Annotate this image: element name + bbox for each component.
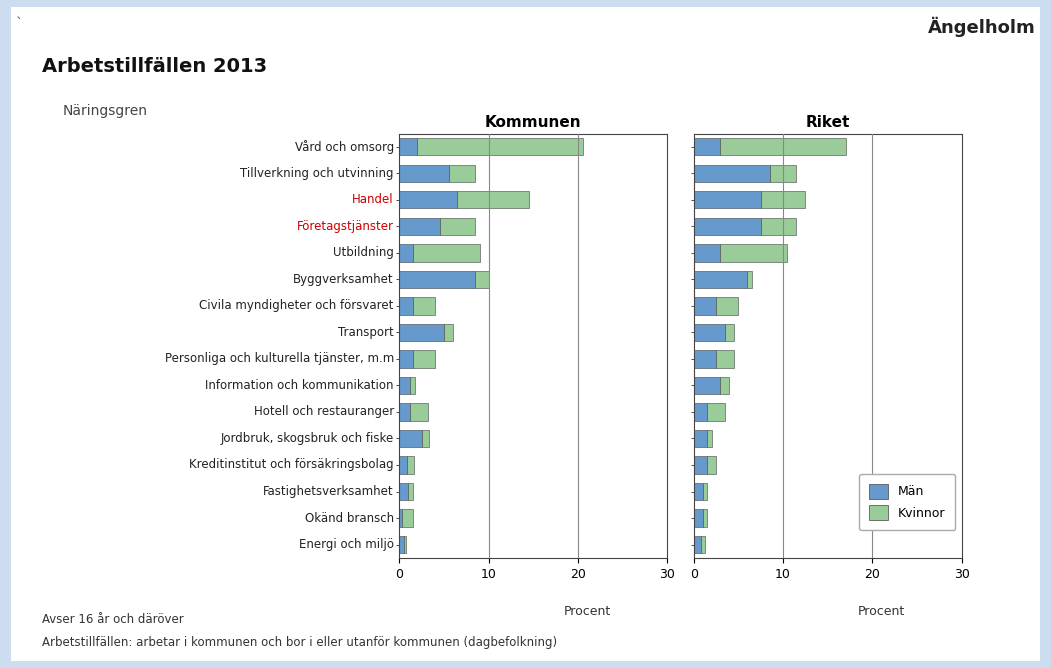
Bar (413, 350, 435, 367)
Text: Utbildning: Utbildning (333, 246, 394, 259)
Bar (694, 165, 769, 182)
Bar (399, 138, 417, 156)
Text: Arbetstillfällen 2013: Arbetstillfällen 2013 (42, 57, 267, 75)
Bar (707, 430, 712, 447)
Text: Ängelholm: Ängelholm (927, 17, 1035, 37)
Bar (694, 483, 703, 500)
Bar (399, 191, 457, 208)
Bar (410, 403, 428, 421)
Bar (721, 138, 846, 156)
Text: Energi och miljö: Energi och miljö (298, 538, 394, 551)
Text: Civila myndigheter och försvaret: Civila myndigheter och försvaret (200, 299, 394, 313)
Bar (694, 430, 707, 447)
Bar (694, 297, 716, 315)
Bar (721, 377, 729, 394)
Text: Tillverkning och utvinning: Tillverkning och utvinning (241, 167, 394, 180)
Bar (694, 403, 707, 421)
Title: Kommunen: Kommunen (486, 115, 581, 130)
Bar (707, 403, 725, 421)
Bar (399, 218, 439, 235)
Bar (413, 297, 435, 315)
Text: Okänd bransch: Okänd bransch (305, 512, 394, 524)
Bar (399, 350, 413, 367)
Bar (761, 191, 805, 208)
Text: Vård och omsorg: Vård och omsorg (294, 140, 394, 154)
Text: Transport: Transport (338, 326, 394, 339)
Bar (694, 536, 701, 553)
Bar (694, 271, 747, 288)
Bar (413, 244, 480, 261)
Text: Arbetstillfällen: arbetar i kommunen och bor i eller utanför kommunen (dagbefolk: Arbetstillfällen: arbetar i kommunen och… (42, 636, 557, 649)
Bar (399, 430, 421, 447)
Bar (399, 165, 449, 182)
Bar (399, 324, 445, 341)
Bar (747, 271, 751, 288)
Bar (694, 138, 721, 156)
Bar (445, 324, 453, 341)
Bar (410, 377, 414, 394)
Bar (399, 271, 475, 288)
Text: Information och kommunikation: Information och kommunikation (205, 379, 394, 392)
Text: Personliga och kulturella tjänster, m.m: Personliga och kulturella tjänster, m.m (165, 353, 394, 365)
Text: Företagstjänster: Företagstjänster (296, 220, 394, 233)
Bar (421, 430, 429, 447)
Text: Procent: Procent (858, 605, 905, 617)
Text: Kreditinstitut och försäkringsbolag: Kreditinstitut och försäkringsbolag (189, 458, 394, 472)
Bar (701, 536, 705, 553)
Bar (399, 377, 410, 394)
Text: Näringsgren: Näringsgren (63, 104, 148, 118)
Bar (725, 324, 734, 341)
Bar (694, 377, 721, 394)
Bar (403, 510, 413, 526)
Bar (399, 403, 410, 421)
Bar (769, 165, 797, 182)
Legend: Män, Kvinnor: Män, Kvinnor (859, 474, 955, 530)
Bar (721, 244, 787, 261)
Bar (703, 510, 707, 526)
Text: Fastighetsverksamhet: Fastighetsverksamhet (263, 485, 394, 498)
Bar (716, 297, 739, 315)
Bar (694, 456, 707, 474)
Bar (404, 536, 406, 553)
Bar (694, 244, 721, 261)
Bar (399, 483, 408, 500)
Title: Riket: Riket (805, 115, 850, 130)
Bar (694, 324, 725, 341)
Text: Byggverksamhet: Byggverksamhet (293, 273, 394, 286)
Bar (694, 510, 703, 526)
Text: Hotell och restauranger: Hotell och restauranger (253, 405, 394, 418)
Bar (417, 138, 582, 156)
Text: Procent: Procent (563, 605, 611, 617)
Bar (399, 297, 413, 315)
Bar (707, 456, 716, 474)
Text: Jordbruk, skogsbruk och fiske: Jordbruk, skogsbruk och fiske (221, 432, 394, 445)
Bar (449, 165, 475, 182)
Bar (457, 191, 529, 208)
Bar (399, 536, 404, 553)
Bar (399, 244, 413, 261)
Bar (694, 350, 716, 367)
Bar (703, 483, 707, 500)
Text: Handel: Handel (352, 193, 394, 206)
Bar (694, 191, 761, 208)
Bar (439, 218, 475, 235)
Bar (694, 218, 761, 235)
Bar (475, 271, 489, 288)
Text: Avser 16 år och däröver: Avser 16 år och däröver (42, 613, 184, 626)
Bar (407, 456, 414, 474)
Bar (761, 218, 797, 235)
Bar (399, 456, 407, 474)
Bar (408, 483, 413, 500)
Text: `: ` (16, 17, 23, 31)
Bar (399, 510, 403, 526)
Bar (716, 350, 734, 367)
